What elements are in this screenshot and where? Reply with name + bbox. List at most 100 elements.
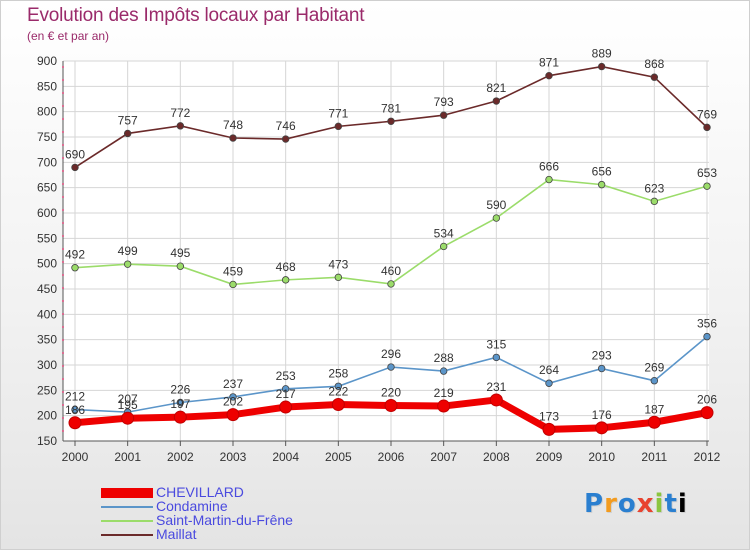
- data-point-condamine: [387, 363, 395, 371]
- data-label-saint-martin-du-frene: 590: [486, 198, 506, 212]
- legend-item-maillat: Maillat: [101, 526, 361, 542]
- y-tick-label: 850: [37, 79, 57, 93]
- data-point-saint-martin-du-frene: [71, 264, 79, 272]
- data-label-condamine: 315: [486, 337, 506, 351]
- legend-label: Maillat: [156, 526, 197, 542]
- data-point-maillat: [334, 122, 343, 131]
- chart-subtitle: (en € et par an): [27, 29, 110, 43]
- data-label-chevillard: 197: [170, 397, 190, 411]
- data-label-maillat: 868: [644, 57, 664, 71]
- y-tick-label: 800: [37, 105, 57, 119]
- plot-area: [63, 61, 709, 441]
- data-point-condamine: [281, 385, 290, 393]
- x-tick-label: 2008: [483, 450, 510, 464]
- data-label-saint-martin-du-frene: 473: [328, 257, 348, 271]
- data-point-maillat: [597, 62, 606, 71]
- data-label-chevillard: 219: [434, 386, 454, 400]
- data-label-maillat: 793: [434, 95, 454, 109]
- data-point-saint-martin-du-frene: [703, 182, 711, 190]
- data-point-condamine: [439, 367, 448, 375]
- data-label-maillat: 769: [697, 107, 717, 121]
- x-tick-label: 2007: [430, 450, 457, 464]
- legend-swatch-maillat: [101, 534, 153, 536]
- data-point-maillat: [703, 123, 711, 132]
- x-tick-label: 2001: [114, 450, 141, 464]
- data-label-maillat: 772: [170, 106, 190, 120]
- y-tick-label: 350: [37, 333, 57, 347]
- data-label-saint-martin-du-frene: 459: [223, 264, 243, 278]
- data-point-saint-martin-du-frene: [597, 180, 606, 189]
- data-point-maillat: [176, 122, 185, 130]
- data-label-chevillard: 220: [381, 386, 401, 400]
- y-tick-label: 900: [37, 54, 57, 68]
- data-label-maillat: 781: [381, 101, 401, 115]
- data-point-maillat: [281, 135, 290, 143]
- data-point-chevillard: [279, 400, 293, 414]
- data-point-chevillard: [595, 421, 609, 435]
- data-point-maillat: [387, 117, 395, 125]
- legend: CHEVILLARD Condamine Saint-Martin-du-Frê…: [101, 484, 361, 542]
- data-label-saint-martin-du-frene: 656: [592, 165, 612, 179]
- data-point-chevillard: [542, 422, 556, 436]
- data-label-saint-martin-du-frene: 623: [644, 181, 664, 195]
- data-label-saint-martin-du-frene: 534: [434, 226, 454, 240]
- data-point-maillat: [123, 129, 132, 138]
- y-tick-label: 400: [37, 307, 57, 321]
- data-point-condamine: [492, 353, 501, 362]
- data-point-condamine: [334, 382, 343, 390]
- data-label-condamine: 356: [697, 317, 717, 331]
- legend-item-condamine: Condamine: [101, 498, 361, 514]
- data-label-maillat: 748: [223, 118, 243, 132]
- legend-label: Condamine: [156, 498, 228, 514]
- data-point-chevillard: [226, 408, 240, 422]
- data-label-saint-martin-du-frene: 495: [170, 246, 190, 260]
- legend-swatch-saint-martin-du-frene: [101, 520, 153, 522]
- data-point-chevillard: [700, 406, 714, 420]
- data-point-condamine: [229, 393, 237, 401]
- y-tick-label: 300: [37, 358, 57, 372]
- data-label-condamine: 269: [644, 361, 664, 375]
- legend-swatch-chevillard: [101, 488, 153, 498]
- data-point-maillat: [650, 73, 659, 81]
- data-point-saint-martin-du-frene: [176, 262, 185, 270]
- data-label-maillat: 871: [539, 56, 559, 70]
- data-point-maillat: [545, 71, 553, 80]
- data-point-condamine: [176, 398, 185, 407]
- data-label-chevillard: 186: [65, 403, 85, 417]
- data-point-maillat: [492, 97, 501, 105]
- data-point-condamine: [71, 405, 79, 414]
- data-point-saint-martin-du-frene: [229, 280, 237, 289]
- data-point-saint-martin-du-frene: [545, 175, 553, 184]
- data-label-saint-martin-du-frene: 460: [381, 264, 401, 278]
- data-point-chevillard: [331, 398, 345, 412]
- data-label-condamine: 237: [223, 377, 243, 391]
- data-label-condamine: 264: [539, 363, 559, 377]
- data-label-chevillard: 217: [276, 387, 296, 401]
- y-tick-label: 750: [37, 130, 57, 144]
- data-label-chevillard: 187: [644, 402, 664, 416]
- data-label-saint-martin-du-frene: 666: [539, 160, 559, 174]
- y-tick-label: 700: [37, 155, 57, 169]
- data-label-saint-martin-du-frene: 468: [276, 260, 296, 274]
- x-tick-label: 2002: [167, 450, 194, 464]
- data-point-chevillard: [437, 399, 451, 413]
- legend-swatch-condamine: [101, 506, 153, 508]
- data-point-condamine: [597, 364, 606, 373]
- data-label-condamine: 258: [328, 366, 348, 380]
- proxiti-logo: Proxiti: [584, 489, 688, 519]
- data-point-chevillard: [647, 415, 661, 429]
- data-point-saint-martin-du-frene: [387, 280, 395, 288]
- y-tick-label: 200: [37, 409, 57, 423]
- data-label-maillat: 889: [592, 47, 612, 61]
- data-point-saint-martin-du-frene: [439, 242, 448, 251]
- legend-label: CHEVILLARD: [156, 484, 244, 500]
- y-tick-label: 550: [37, 231, 57, 245]
- y-tick-label: 600: [37, 206, 57, 220]
- data-label-saint-martin-du-frene: 499: [118, 244, 138, 258]
- data-label-condamine: 212: [65, 390, 85, 404]
- data-label-maillat: 771: [328, 106, 348, 120]
- chart-title: Evolution des Impôts locaux par Habitant: [27, 5, 365, 26]
- data-label-chevillard: 176: [592, 408, 612, 422]
- data-point-maillat: [439, 111, 448, 119]
